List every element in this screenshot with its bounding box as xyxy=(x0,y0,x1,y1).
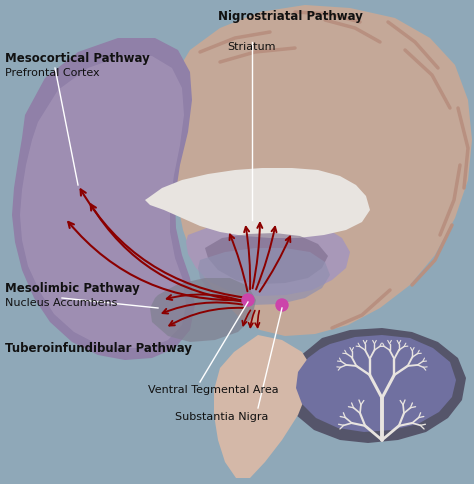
Polygon shape xyxy=(20,56,186,348)
Circle shape xyxy=(276,299,288,311)
Text: Striatum: Striatum xyxy=(228,42,276,52)
Polygon shape xyxy=(150,278,256,342)
Polygon shape xyxy=(214,335,312,478)
Circle shape xyxy=(242,294,254,306)
Text: Mesolimbic Pathway: Mesolimbic Pathway xyxy=(5,282,140,295)
Polygon shape xyxy=(186,220,350,296)
Text: Ventral Tegmental Area: Ventral Tegmental Area xyxy=(148,385,279,395)
Text: Tuberoinfundibular Pathway: Tuberoinfundibular Pathway xyxy=(5,342,192,355)
Text: Nucleus Accumbens: Nucleus Accumbens xyxy=(5,298,118,308)
Text: Prefrontal Cortex: Prefrontal Cortex xyxy=(5,68,100,78)
Polygon shape xyxy=(12,38,195,360)
Polygon shape xyxy=(205,233,328,284)
Polygon shape xyxy=(286,328,466,443)
Polygon shape xyxy=(296,335,456,432)
Polygon shape xyxy=(173,5,472,336)
Text: Mesocortical Pathway: Mesocortical Pathway xyxy=(5,52,150,65)
Text: Nigrostriatal Pathway: Nigrostriatal Pathway xyxy=(218,10,363,23)
Polygon shape xyxy=(198,248,330,305)
Polygon shape xyxy=(145,168,370,238)
Text: Substantia Nigra: Substantia Nigra xyxy=(175,412,268,422)
